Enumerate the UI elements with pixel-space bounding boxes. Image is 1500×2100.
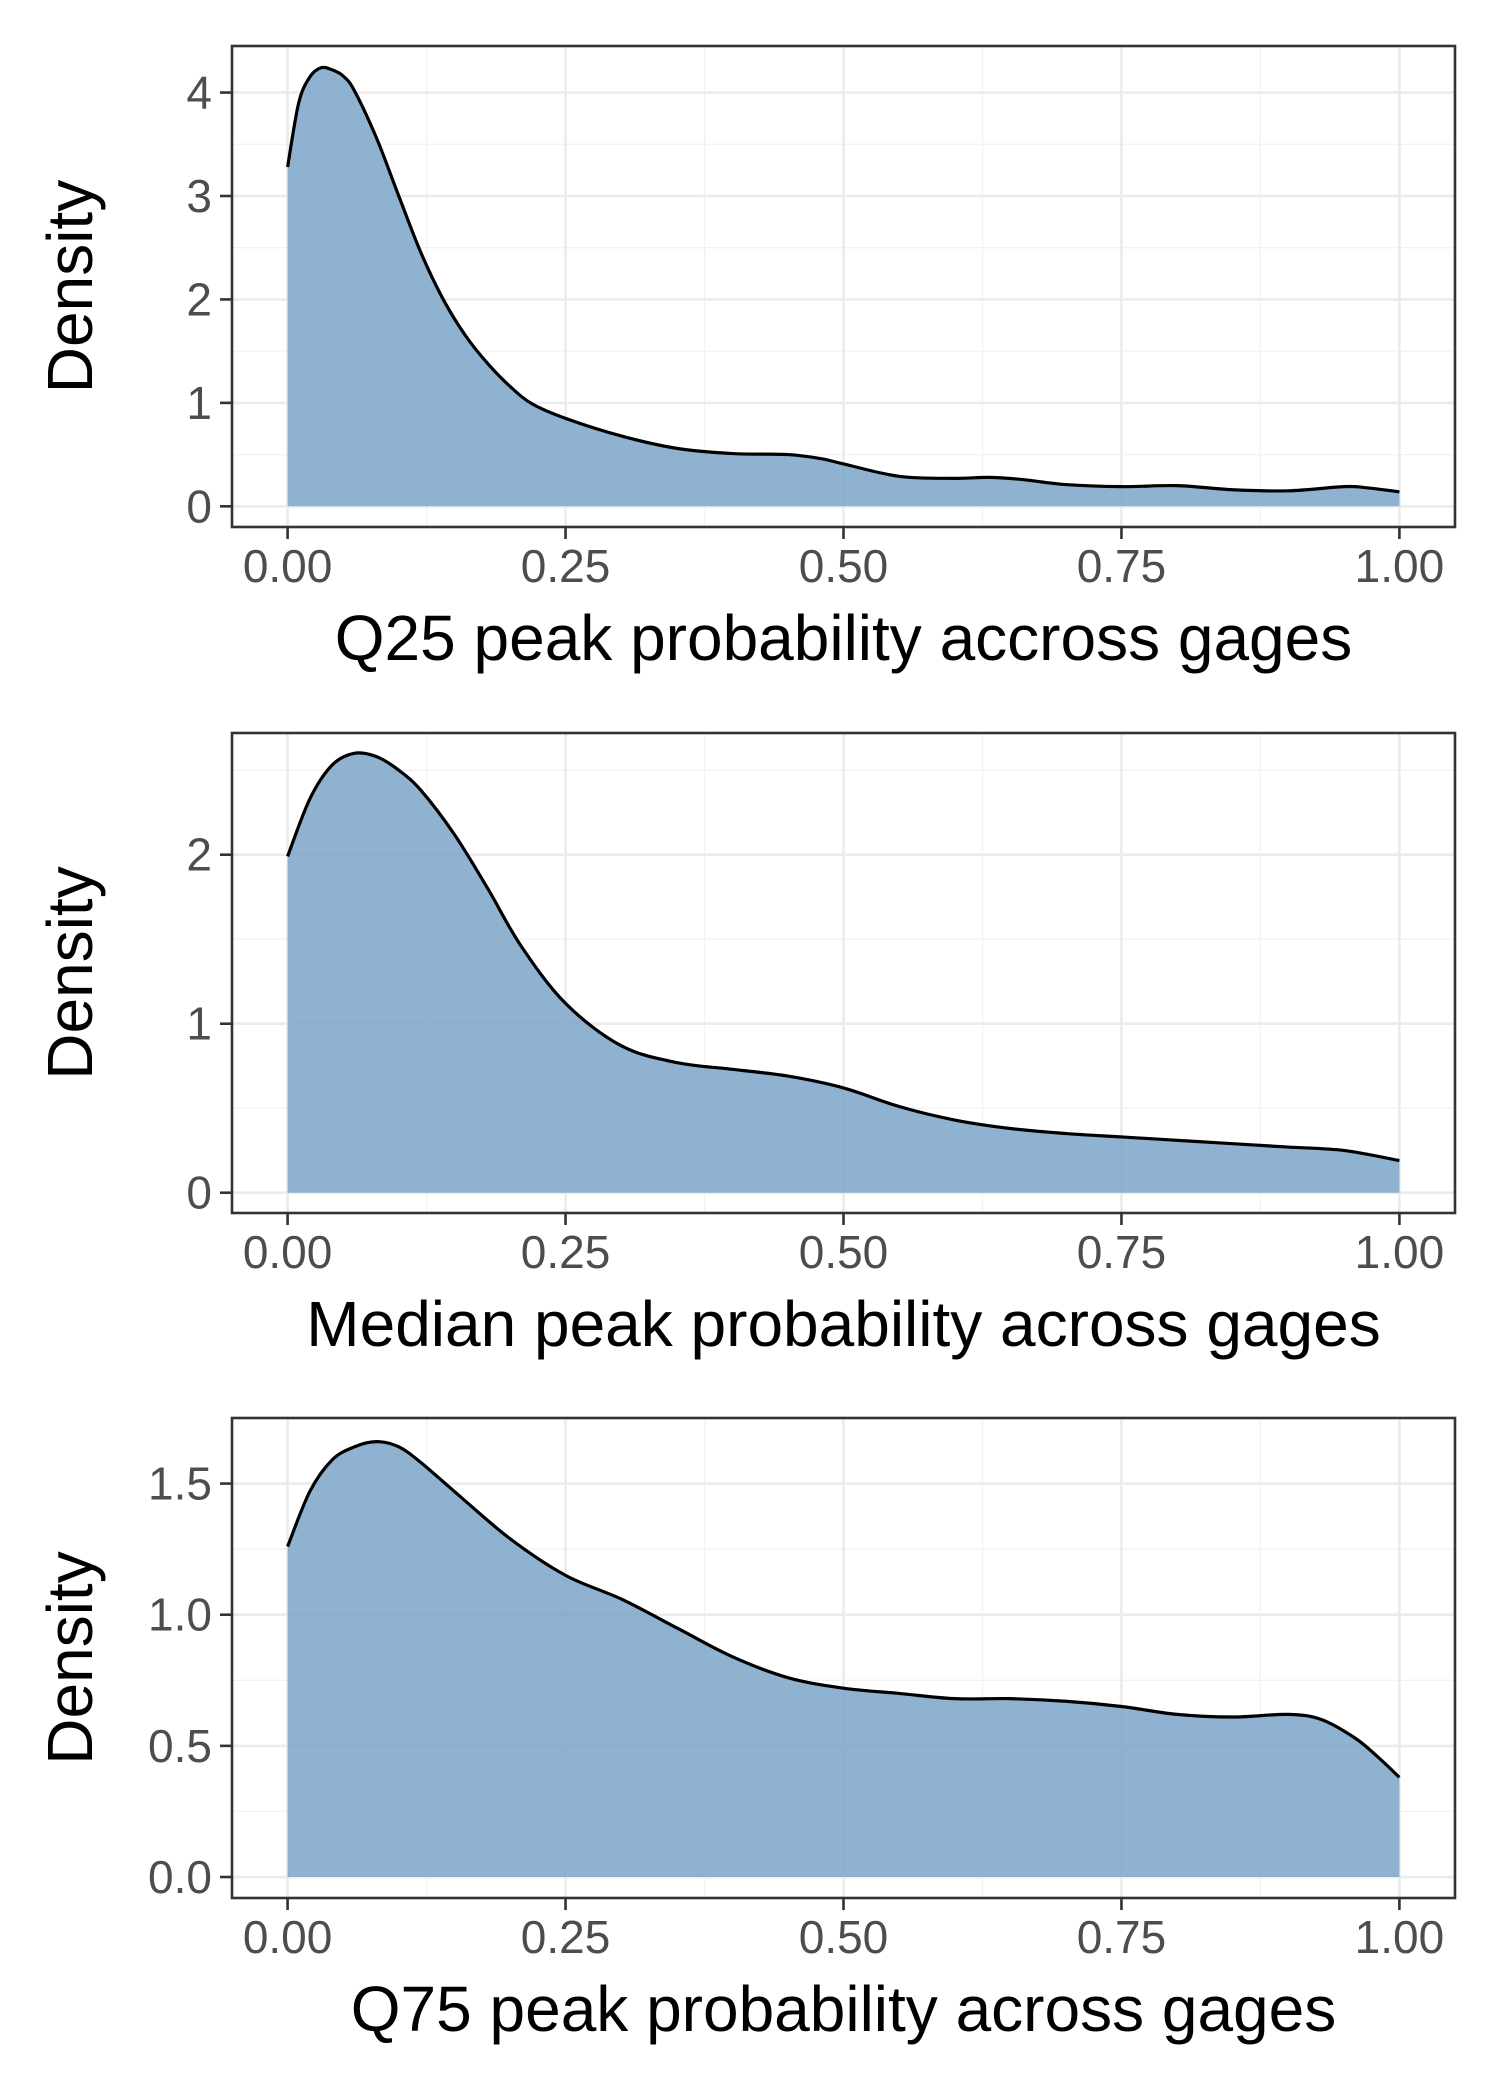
q75-x-tick-label: 0.00 [243, 1911, 333, 1963]
q25-y-tick-label: 0 [186, 480, 212, 532]
q75-x-axis-title: Q75 peak probability across gages [351, 1973, 1336, 2045]
q75-density-area [287, 1441, 1400, 1878]
median-x-tick-label: 0.25 [521, 1226, 611, 1278]
median-y-tick-label: 0 [186, 1167, 212, 1219]
median-x-tick-label: 0.50 [799, 1226, 889, 1278]
q75-y-tick-label: 1.5 [148, 1458, 212, 1510]
median-x-axis-title: Median peak probability across gages [306, 1288, 1380, 1360]
q75-y-tick-label: 0.5 [148, 1720, 212, 1772]
q25-x-tick-label: 0.75 [1077, 540, 1167, 592]
q75-density-curve [286, 1440, 1401, 1779]
median-density-panel: 0.00 0.25 0.50 0.75 1.00 0 1 2 Median peak proba… [34, 731, 1457, 1360]
median-y-axis-title: Density [34, 866, 106, 1079]
q25-y-tick-label: 2 [186, 273, 212, 325]
median-x-tick-label: 0.00 [243, 1226, 333, 1278]
q25-x-tick-label: 0.50 [799, 540, 889, 592]
median-x-tick-label: 1.00 [1355, 1226, 1445, 1278]
q25-y-axis-title: Density [34, 180, 106, 393]
q25-y-tick-label: 3 [186, 170, 212, 222]
median-density-area [287, 752, 1400, 1193]
q25-y-tick-label: 4 [186, 67, 212, 119]
q25-density-panel: 0.00 0.25 0.50 0.75 1.00 0 1 2 3 4 Q25 peak probab… [34, 44, 1457, 674]
q75-x-tick-label: 1.00 [1355, 1911, 1445, 1963]
median-x-tick-label: 0.75 [1077, 1226, 1167, 1278]
median-y-tick-label: 2 [186, 829, 212, 881]
q75-y-tick-label: 0.0 [148, 1851, 212, 1903]
q75-y-axis-title: Density [34, 1551, 106, 1764]
q25-x-tick-label: 1.00 [1355, 540, 1445, 592]
q75-x-tick-label: 0.50 [799, 1911, 889, 1963]
median-y-tick-label: 1 [186, 998, 212, 1050]
q75-x-tick-label: 0.75 [1077, 1911, 1167, 1963]
q25-density-curve [286, 65, 1400, 494]
q75-density-panel: 0.00 0.25 0.50 0.75 1.00 0.0 0.5 1.0 1.5 Q75 peak… [34, 1416, 1457, 2045]
q25-x-tick-label: 0.00 [243, 540, 333, 592]
q75-x-tick-label: 0.25 [521, 1911, 611, 1963]
q25-x-axis-title: Q25 peak probability accross gages [335, 602, 1352, 674]
q75-y-tick-label: 1.0 [148, 1589, 212, 1641]
median-density-curve [286, 751, 1400, 1163]
q25-density-area [287, 67, 1400, 507]
q25-x-tick-label: 0.25 [521, 540, 611, 592]
q25-y-tick-label: 1 [186, 377, 212, 429]
